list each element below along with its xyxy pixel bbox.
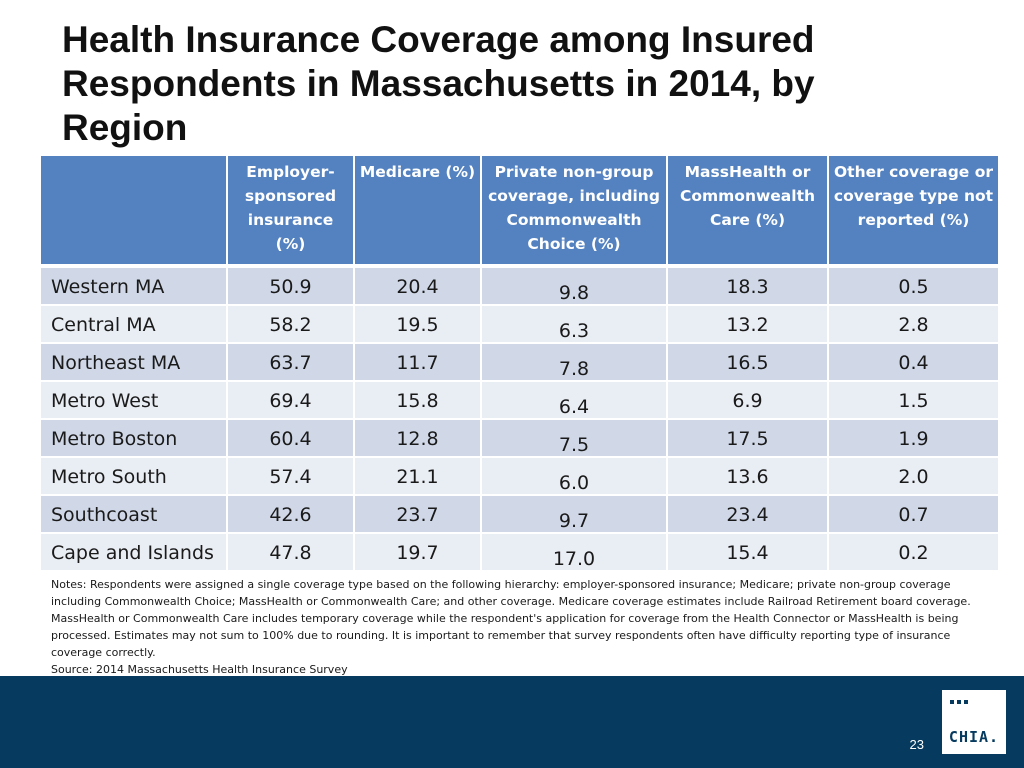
medicare-cell: 19.5 <box>355 306 482 344</box>
masshealth-cell: 13.2 <box>668 306 829 344</box>
coverage-table: Employer-sponsored insurance (%) Medicar… <box>41 156 998 572</box>
header-employer-sponsored: Employer-sponsored insurance (%) <box>228 156 355 268</box>
other-cell: 0.4 <box>829 344 998 382</box>
logo-text: CHIA. <box>948 728 1000 746</box>
header-private-non-group: Private non-group coverage, including Co… <box>482 156 668 268</box>
chia-logo: CHIA. <box>942 690 1006 754</box>
page-number: 23 <box>909 737 924 752</box>
table-header-row: Employer-sponsored insurance (%) Medicar… <box>41 156 998 268</box>
header-masshealth: MassHealth or Commonwealth Care (%) <box>668 156 829 268</box>
private-cell: 6.3 <box>482 306 668 344</box>
table-row: Metro West 69.4 15.8 6.4 6.9 1.5 <box>41 382 998 420</box>
masshealth-cell: 16.5 <box>668 344 829 382</box>
table-row: Metro South 57.4 21.1 6.0 13.6 2.0 <box>41 458 998 496</box>
table-row: Central MA 58.2 19.5 6.3 13.2 2.8 <box>41 306 998 344</box>
region-cell: Cape and Islands <box>41 534 228 572</box>
private-cell: 7.8 <box>482 344 668 382</box>
table-row: Cape and Islands 47.8 19.7 17.0 15.4 0.2 <box>41 534 998 572</box>
private-cell: 7.5 <box>482 420 668 458</box>
other-cell: 2.0 <box>829 458 998 496</box>
notes-text: Notes: Respondents were assigned a singl… <box>51 578 971 659</box>
header-region <box>41 156 228 268</box>
medicare-cell: 19.7 <box>355 534 482 572</box>
medicare-cell: 21.1 <box>355 458 482 496</box>
medicare-cell: 11.7 <box>355 344 482 382</box>
region-cell: Northeast MA <box>41 344 228 382</box>
private-cell: 6.4 <box>482 382 668 420</box>
private-cell: 9.7 <box>482 496 668 534</box>
employer-cell: 47.8 <box>228 534 355 572</box>
other-cell: 1.9 <box>829 420 998 458</box>
table-row: Metro Boston 60.4 12.8 7.5 17.5 1.9 <box>41 420 998 458</box>
masshealth-cell: 13.6 <box>668 458 829 496</box>
masshealth-cell: 18.3 <box>668 268 829 306</box>
employer-cell: 60.4 <box>228 420 355 458</box>
masshealth-cell: 6.9 <box>668 382 829 420</box>
masshealth-cell: 15.4 <box>668 534 829 572</box>
page-title: Health Insurance Coverage among Insured … <box>62 19 815 148</box>
medicare-cell: 15.8 <box>355 382 482 420</box>
other-cell: 0.2 <box>829 534 998 572</box>
region-cell: Southcoast <box>41 496 228 534</box>
region-cell: Central MA <box>41 306 228 344</box>
private-cell: 6.0 <box>482 458 668 496</box>
header-other-coverage: Other coverage or coverage type not repo… <box>829 156 998 268</box>
table-row: Southcoast 42.6 23.7 9.7 23.4 0.7 <box>41 496 998 534</box>
medicare-cell: 20.4 <box>355 268 482 306</box>
footer-bar: 23 CHIA. <box>0 676 1024 768</box>
other-cell: 1.5 <box>829 382 998 420</box>
employer-cell: 57.4 <box>228 458 355 496</box>
table-row: Western MA 50.9 20.4 9.8 18.3 0.5 <box>41 268 998 306</box>
region-cell: Metro West <box>41 382 228 420</box>
region-cell: Metro South <box>41 458 228 496</box>
employer-cell: 69.4 <box>228 382 355 420</box>
region-cell: Western MA <box>41 268 228 306</box>
employer-cell: 42.6 <box>228 496 355 534</box>
other-cell: 2.8 <box>829 306 998 344</box>
source-text: Source: 2014 Massachusetts Health Insura… <box>51 663 348 676</box>
other-cell: 0.5 <box>829 268 998 306</box>
region-cell: Metro Boston <box>41 420 228 458</box>
masshealth-cell: 23.4 <box>668 496 829 534</box>
table-row: Northeast MA 63.7 11.7 7.8 16.5 0.4 <box>41 344 998 382</box>
employer-cell: 58.2 <box>228 306 355 344</box>
medicare-cell: 12.8 <box>355 420 482 458</box>
logo-dots-icon <box>950 700 968 704</box>
other-cell: 0.7 <box>829 496 998 534</box>
masshealth-cell: 17.5 <box>668 420 829 458</box>
private-cell: 17.0 <box>482 534 668 572</box>
medicare-cell: 23.7 <box>355 496 482 534</box>
employer-cell: 50.9 <box>228 268 355 306</box>
header-medicare: Medicare (%) <box>355 156 482 268</box>
employer-cell: 63.7 <box>228 344 355 382</box>
private-cell: 9.8 <box>482 268 668 306</box>
footnotes: Notes: Respondents were assigned a singl… <box>51 576 1001 678</box>
